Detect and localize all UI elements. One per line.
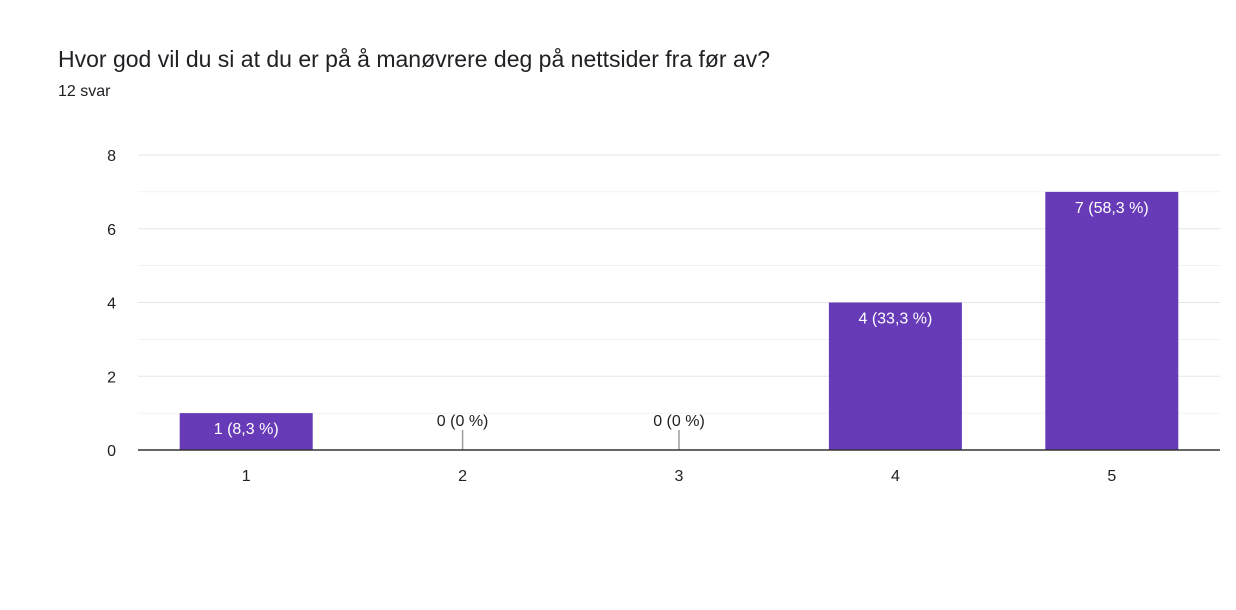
x-tick-label: 4	[891, 468, 900, 485]
x-tick-label: 1	[242, 468, 251, 485]
data-label: 4 (33,3 %)	[858, 311, 932, 328]
y-tick-label: 8	[107, 148, 116, 165]
data-label: 0 (0 %)	[653, 413, 705, 430]
data-labels: 1 (8,3 %) 0 (0 %) 0 (0 %) 4 (33,3 %) 7 (58,3…	[214, 200, 1149, 438]
x-tick-label: 2	[458, 468, 467, 485]
data-label: 0 (0 %)	[437, 413, 489, 430]
data-label: 7 (58,3 %)	[1075, 200, 1149, 217]
bar	[1045, 191, 1179, 450]
y-tick-label: 4	[107, 296, 116, 313]
question-title: Hvor god vil du si at du er på å manøvre…	[58, 46, 771, 72]
data-label: 1 (8,3 %)	[214, 421, 279, 438]
y-tick-label: 0	[107, 443, 116, 460]
x-tick-label: 5	[1107, 468, 1116, 485]
bar	[828, 302, 962, 450]
x-tick-label: 3	[675, 468, 684, 485]
bars	[179, 191, 1179, 450]
grid-lines	[138, 154, 1220, 414]
bar	[179, 413, 313, 450]
x-axis-tick-labels: 1 2 3 4 5	[242, 468, 1117, 485]
response-count: 12 svar	[58, 83, 111, 100]
y-axis-tick-labels: 0 2 4 6 8	[107, 148, 116, 460]
y-tick-label: 2	[107, 369, 116, 386]
y-tick-label: 6	[107, 222, 116, 239]
